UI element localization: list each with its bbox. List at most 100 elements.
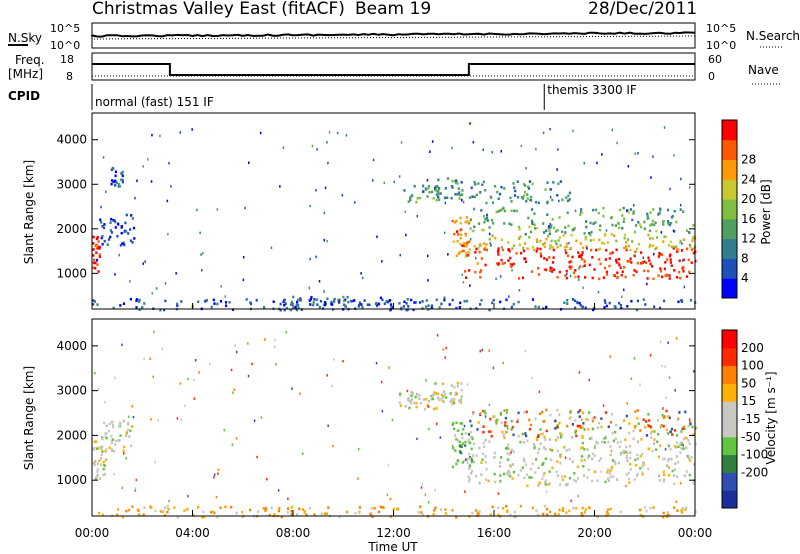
power-cell: [690, 248, 693, 251]
velocity-cell: [479, 349, 481, 353]
power-cell: [220, 285, 222, 288]
power-colorbar-title: Power [dB]: [759, 179, 773, 244]
power-cell: [598, 258, 601, 261]
power-cell: [546, 181, 549, 184]
power-cell: [647, 217, 650, 220]
velocity-cell: [607, 440, 610, 444]
power-cell: [113, 219, 116, 222]
velocity-cell: [213, 473, 216, 476]
power-cell: [344, 305, 347, 309]
velocity-cell: [305, 513, 308, 517]
power-cell: [323, 290, 325, 293]
velocity-cell: [544, 457, 547, 461]
power-cell: [676, 250, 679, 253]
power-cell: [245, 298, 248, 301]
power-cell: [131, 241, 134, 244]
power-cell: [528, 236, 531, 239]
power-cell: [570, 233, 573, 237]
power-colorbar-swatch: [722, 278, 737, 299]
velocity-cell: [454, 393, 457, 397]
velocity-cell: [482, 452, 485, 456]
power-cell: [564, 249, 567, 252]
power-cell: [115, 181, 118, 185]
power-cell: [383, 302, 386, 305]
power-cell: [92, 254, 95, 257]
power-cell: [673, 209, 676, 213]
power-cell: [640, 251, 643, 254]
velocity-cell: [687, 424, 690, 428]
power-cell: [565, 251, 568, 255]
velocity-cell: [496, 418, 499, 422]
power-cell: [389, 299, 392, 302]
velocity-cell: [105, 436, 108, 440]
power-cell: [547, 234, 550, 238]
velocity-cell: [461, 436, 464, 440]
power-cell: [566, 211, 569, 215]
velocity-cell: [467, 467, 471, 470]
velocity-cell: [125, 431, 128, 434]
power-cell: [648, 259, 651, 262]
power-cell: [110, 182, 113, 186]
velocity-cell: [636, 453, 639, 457]
power-cell: [623, 246, 626, 250]
power-cell: [535, 147, 537, 151]
velocity-cell: [460, 388, 463, 392]
velocity-cell: [681, 507, 684, 510]
velocity-cell: [98, 511, 101, 515]
velocity-cell: [535, 509, 538, 512]
velocity-cell: [92, 462, 95, 465]
power-cell: [597, 248, 600, 251]
velocity-cell: [693, 463, 696, 466]
velocity-cell: [680, 430, 683, 433]
nave-label: Nave: [748, 63, 779, 77]
velocity-cell: [581, 411, 585, 415]
power-cell: [326, 297, 329, 301]
power-cell: [567, 194, 570, 198]
power-cell: [510, 223, 513, 226]
velocity-cell: [501, 507, 505, 510]
velocity-cell: [609, 507, 612, 511]
power-cell: [485, 248, 488, 252]
velocity-cell: [528, 427, 531, 431]
power-cell: [225, 304, 228, 308]
power-cell: [381, 260, 383, 263]
power-cell: [673, 245, 676, 249]
velocity-cell: [103, 464, 106, 467]
power-cell: [324, 186, 327, 190]
power-cell: [660, 253, 664, 257]
velocity-cell: [102, 460, 105, 464]
velocity-cell: [470, 471, 473, 475]
power-cell: [602, 276, 605, 279]
velocity-cell: [583, 448, 586, 451]
velocity-cell: [277, 509, 280, 513]
power-cell: [270, 246, 273, 249]
power-cell: [393, 180, 395, 184]
velocity-cell: [583, 428, 586, 431]
power-cell: [655, 246, 658, 250]
velocity-cell: [563, 475, 567, 478]
cpid-segment-normal: normal (fast) 151 IF: [95, 95, 214, 109]
velocity-cell: [369, 513, 372, 517]
power-cell: [635, 270, 638, 274]
power-cell: [668, 254, 671, 258]
velocity-cell: [661, 364, 663, 368]
velocity-cell: [581, 418, 583, 421]
power-cell: [316, 148, 318, 151]
power-cell: [410, 298, 413, 302]
velocity-cell: [452, 427, 456, 431]
velocity-cell: [588, 506, 591, 509]
power-cell: [622, 220, 625, 223]
power-cell: [673, 269, 676, 272]
velocity-cell: [480, 461, 483, 464]
velocity-cell: [101, 437, 104, 441]
power-cell: [663, 126, 666, 129]
power-cell: [637, 152, 639, 155]
power-cell: [458, 197, 461, 200]
power-cell: [136, 179, 138, 183]
power-cell: [672, 229, 675, 233]
velocity-cell: [193, 397, 196, 400]
power-cell: [94, 261, 97, 265]
power-cell: [550, 239, 553, 243]
velocity-cell: [470, 435, 473, 439]
